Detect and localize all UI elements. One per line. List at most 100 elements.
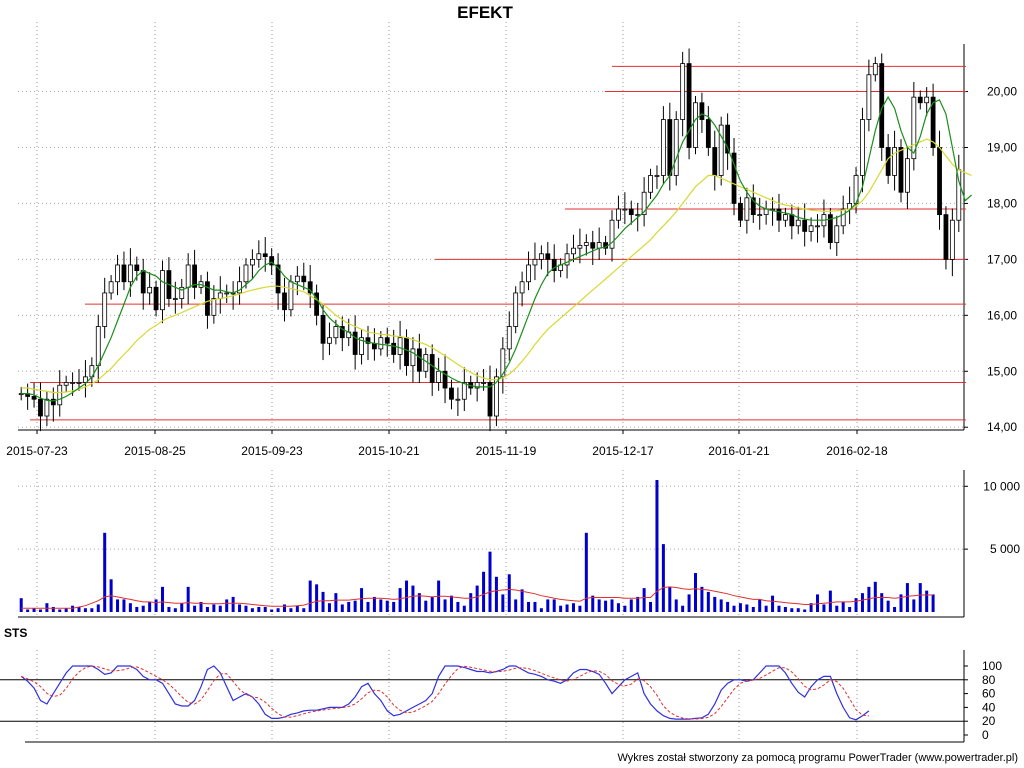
candle-body	[31, 396, 37, 400]
volume-bar	[379, 599, 383, 612]
volume-bar	[430, 596, 434, 612]
candle-body	[551, 258, 557, 271]
volume-bar	[854, 598, 858, 612]
volume-bar	[205, 606, 209, 612]
candle-body	[513, 292, 519, 327]
volume-bar	[417, 593, 421, 612]
candle-body	[481, 382, 486, 384]
volume-bar	[154, 599, 158, 612]
candle-body	[185, 264, 191, 288]
volume-bar	[38, 609, 42, 612]
candle-body	[930, 96, 936, 148]
candle-body	[757, 214, 763, 217]
volume-bar	[77, 606, 81, 612]
candle-body	[795, 219, 801, 227]
volume-bar	[848, 606, 852, 612]
volume-bar	[732, 605, 736, 612]
candle-body	[115, 264, 120, 283]
volume-bar	[141, 605, 145, 612]
volume-bar	[559, 605, 563, 612]
candle-body	[622, 208, 628, 211]
price-y-tick-label: 16,00	[987, 308, 1017, 322]
price-x-tick-label: 2015-07-23	[6, 444, 68, 458]
candle-body	[50, 398, 56, 406]
candle-body	[770, 208, 775, 211]
candle-body	[712, 147, 718, 176]
candle-body	[917, 96, 923, 104]
volume-bar	[841, 601, 845, 612]
candle-body	[616, 208, 621, 221]
volume-bar	[238, 604, 242, 612]
volume-bar	[19, 598, 23, 612]
sts-y-tick-label: 40	[982, 700, 996, 714]
volume-bar	[64, 608, 68, 612]
candle-body	[789, 214, 795, 227]
sts-y-tick-label: 0	[982, 728, 989, 742]
volume-bar	[469, 593, 473, 612]
volume-bar	[507, 574, 511, 612]
candle-body	[384, 337, 390, 344]
volume-bar	[160, 586, 164, 612]
price-x-tick-label: 2016-02-18	[826, 444, 888, 458]
candle-body	[577, 244, 583, 249]
candle-body	[243, 264, 249, 283]
candle-body	[301, 275, 307, 283]
volume-bar	[26, 609, 30, 612]
candle-body	[500, 348, 506, 378]
candle-body	[673, 119, 679, 176]
candle-body	[680, 63, 686, 120]
ma-fast-line	[21, 95, 972, 402]
volume-bar	[835, 605, 839, 612]
candle-body	[449, 387, 454, 400]
volume-bar	[700, 586, 704, 612]
volume-bar	[302, 608, 306, 612]
volume-bar	[360, 588, 364, 612]
volume-bar	[578, 605, 582, 612]
candle-body	[924, 96, 930, 104]
candle-body	[840, 208, 846, 227]
sts-y-tick-label: 80	[982, 673, 996, 687]
volume-bar	[488, 551, 492, 612]
sts-y-tick-label: 60	[982, 687, 996, 701]
volume-bar	[193, 605, 197, 612]
candle-body	[705, 119, 711, 148]
volume-bar	[494, 576, 498, 612]
candle-body	[937, 147, 942, 216]
candle-body	[76, 382, 82, 384]
candle-body	[718, 124, 724, 176]
footer-credit: Wykres został stworzony za pomocą progra…	[617, 752, 1018, 764]
candle-body	[571, 247, 576, 255]
volume-bar	[295, 605, 299, 612]
price-x-tick-label: 2015-08-25	[124, 444, 186, 458]
volume-bar	[257, 606, 261, 612]
candle-body	[494, 376, 499, 417]
volume-bar	[873, 581, 877, 612]
candle-body	[121, 264, 127, 283]
volume-bar	[103, 532, 107, 612]
candle-body	[262, 253, 268, 257]
candle-body	[416, 348, 422, 372]
volume-bar	[655, 480, 659, 612]
candle-body	[224, 292, 230, 295]
candle-body	[815, 225, 820, 228]
candle-body	[783, 214, 788, 221]
volume-bar	[167, 606, 171, 612]
volume-bar	[263, 606, 267, 612]
volume-bar	[546, 599, 550, 612]
volume-bar	[321, 591, 325, 612]
volume-bar	[783, 606, 787, 612]
candle-body	[378, 337, 384, 350]
candle-body	[147, 286, 153, 294]
price-x-tick-label: 2015-12-17	[592, 444, 654, 458]
volume-bar	[116, 599, 120, 612]
candle-body	[70, 382, 75, 384]
volume-bar	[552, 599, 556, 612]
volume-bar	[661, 544, 665, 612]
volume-bar	[899, 594, 903, 612]
candle-body	[506, 326, 512, 350]
volume-bar	[771, 595, 775, 612]
volume-bar	[347, 601, 351, 612]
chart-title: EFEKT	[457, 3, 513, 22]
